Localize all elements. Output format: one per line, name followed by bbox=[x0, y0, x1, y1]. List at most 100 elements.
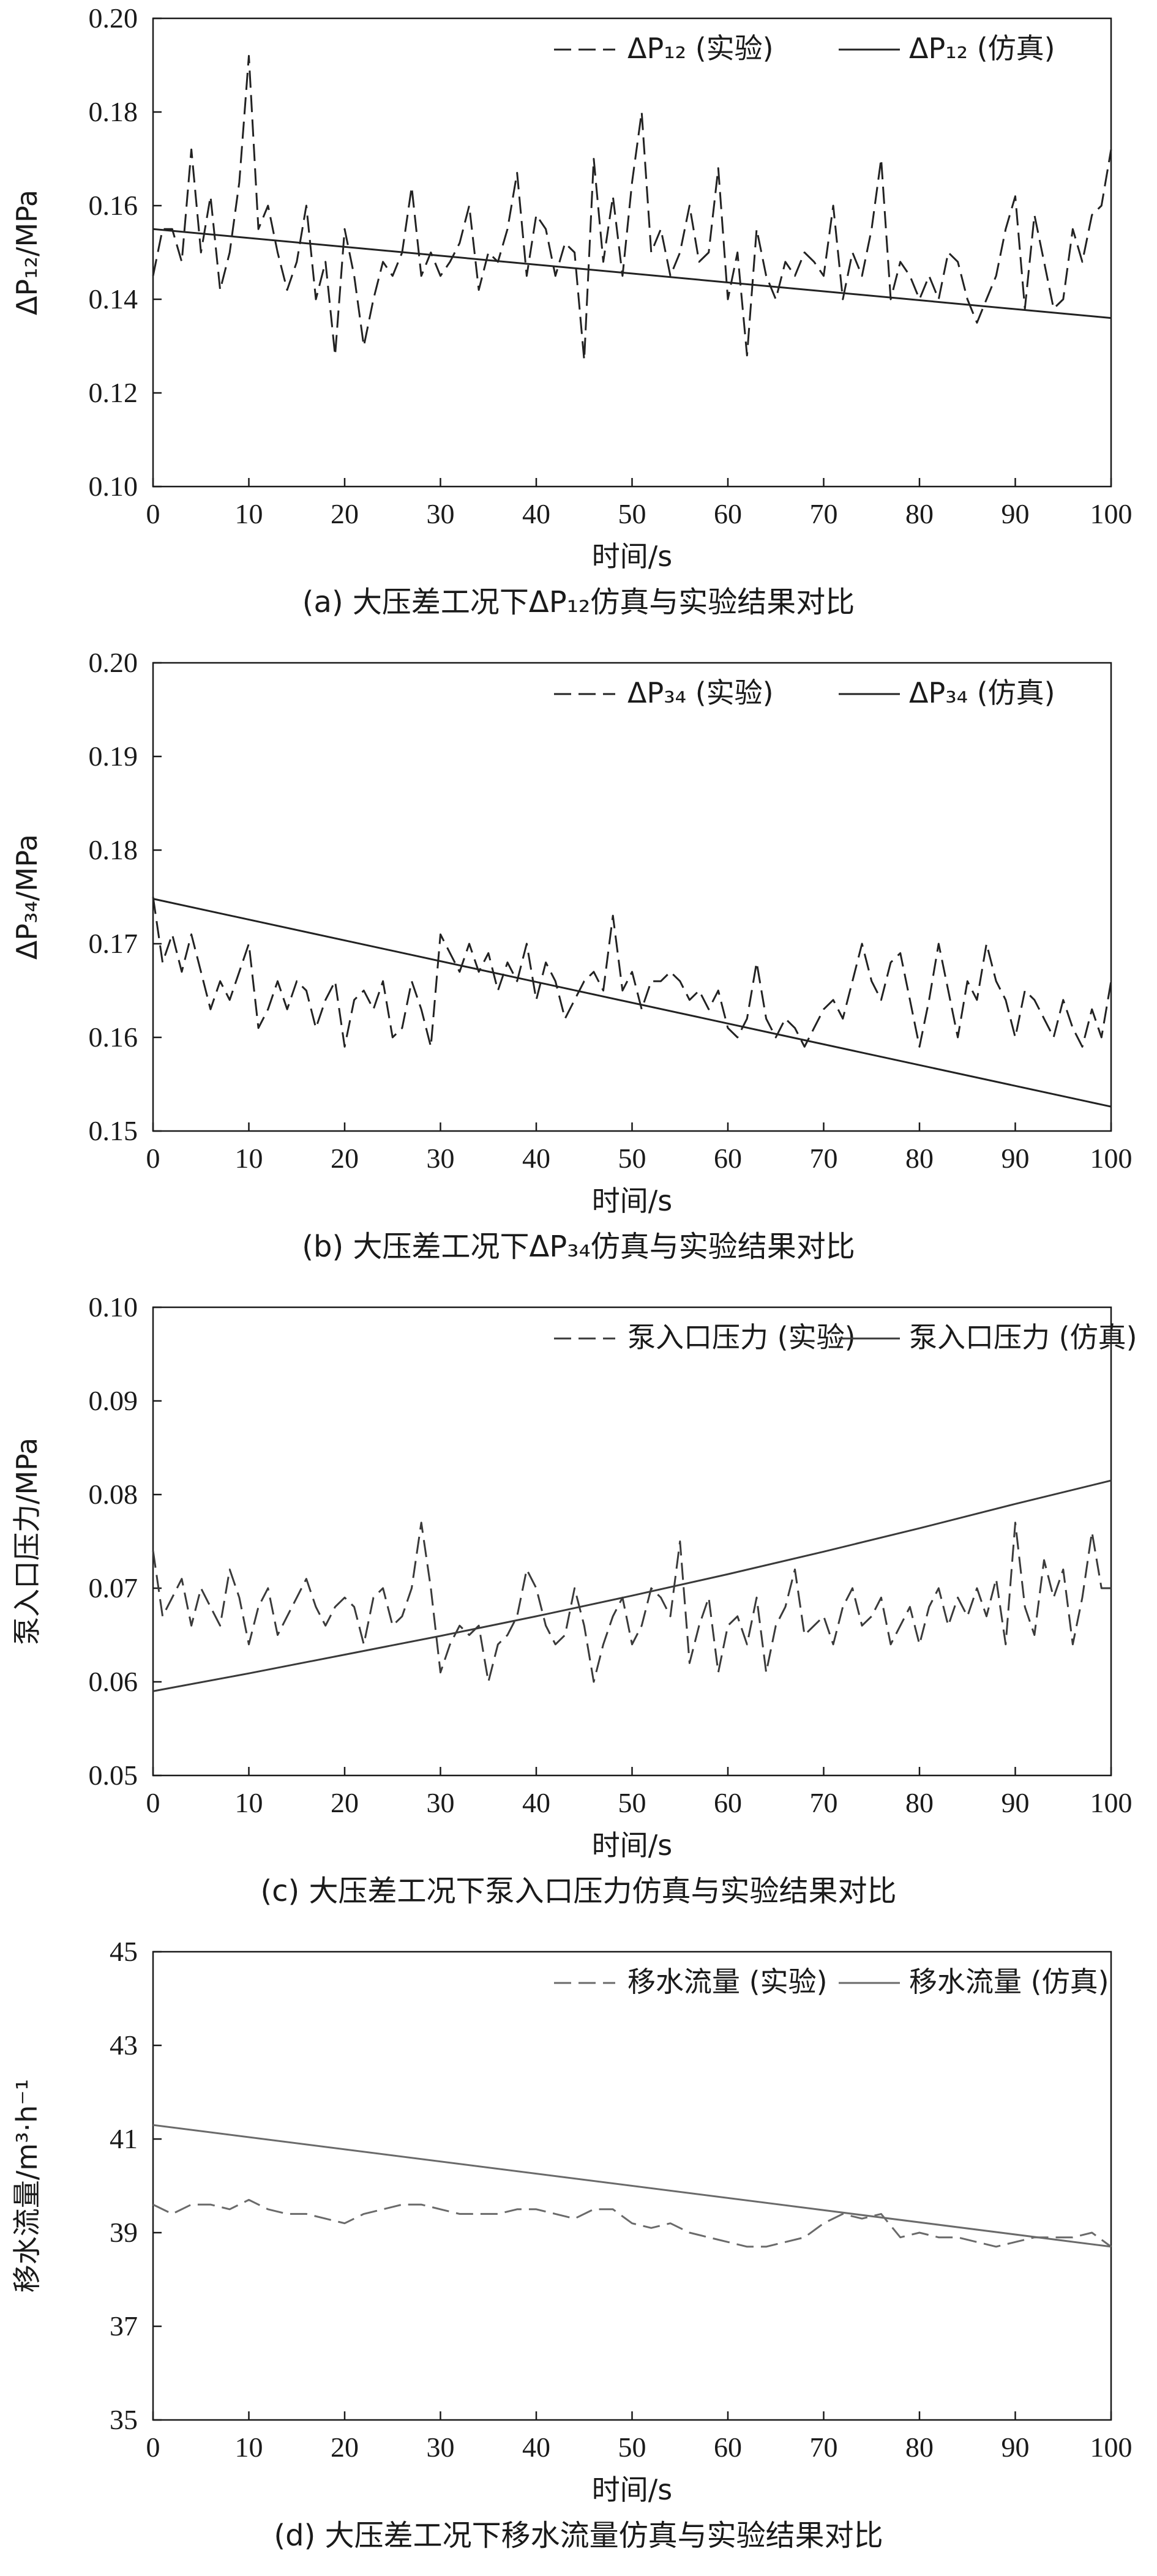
legend-label-experiment: ΔP₁₂ (实验) bbox=[627, 32, 774, 65]
x-tick-label: 90 bbox=[1002, 1787, 1030, 1818]
y-tick-label: 0.08 bbox=[89, 1479, 138, 1510]
x-axis-title: 时间/s bbox=[592, 540, 672, 573]
y-axis-title: 移水流量/m³·h⁻¹ bbox=[10, 2079, 43, 2293]
chart-caption: (c) 大压差工况下泵入口压力仿真与实验结果对比 bbox=[260, 1874, 896, 1908]
chart-d-svg: 0 10 20 30 40 50 60 70 80 90 100 35 37 39 41 43 45 时间/s 移水… bbox=[10, 1936, 1133, 2553]
x-tick-label: 100 bbox=[1090, 498, 1133, 529]
x-tick-label: 70 bbox=[810, 498, 838, 529]
chart-panel-c: 0 10 20 30 40 50 60 70 80 90 100 0.05 0.06 0.07 0.08 0.… bbox=[0, 1289, 1157, 1925]
x-tick-label: 10 bbox=[235, 2432, 263, 2463]
y-tick-label: 0.07 bbox=[89, 1572, 138, 1603]
x-tick-label: 30 bbox=[427, 498, 455, 529]
x-tick-label: 0 bbox=[146, 1787, 160, 1818]
y-tick-label: 0.18 bbox=[89, 96, 138, 127]
x-tick-label: 10 bbox=[235, 498, 263, 529]
y-tick-label: 0.18 bbox=[89, 834, 138, 865]
plot-frame bbox=[152, 17, 1112, 488]
x-tick-label: 70 bbox=[810, 1143, 838, 1174]
x-tick-label: 20 bbox=[331, 1787, 359, 1818]
y-tick-label: 0.17 bbox=[89, 928, 138, 959]
plot-frame bbox=[152, 1306, 1112, 1777]
chart-panel-d: 0 10 20 30 40 50 60 70 80 90 100 35 37 39 41 43 45 时间/s 移水… bbox=[0, 1933, 1157, 2576]
x-tick-label: 40 bbox=[522, 2432, 550, 2463]
legend-label-experiment: ΔP₃₄ (实验) bbox=[627, 676, 774, 709]
y-tick-label: 35 bbox=[110, 2404, 138, 2435]
chart-c-svg: 0 10 20 30 40 50 60 70 80 90 100 0.05 0.06 0.07 0.08 0.… bbox=[10, 1291, 1137, 1908]
y-tick-label: 43 bbox=[110, 2029, 138, 2061]
x-tick-label: 70 bbox=[810, 2432, 838, 2463]
y-axis-title: ΔP₃₄/MPa bbox=[10, 834, 43, 960]
y-tick-label: 0.12 bbox=[89, 377, 138, 408]
chart-panel-b: 0 10 20 30 40 50 60 70 80 90 100 0.15 0.16 0.17 0.18 0.… bbox=[0, 644, 1157, 1281]
x-tick-label: 90 bbox=[1002, 1143, 1030, 1174]
y-tick-label: 0.16 bbox=[89, 1021, 138, 1053]
y-tick-label: 0.10 bbox=[89, 1291, 138, 1323]
x-tick-label: 100 bbox=[1090, 1143, 1133, 1174]
x-tick-label: 100 bbox=[1090, 2432, 1133, 2463]
series-line-experiment bbox=[152, 2198, 1112, 2248]
x-tick-label: 0 bbox=[146, 1143, 160, 1174]
y-axis-title: 泵入口压力/MPa bbox=[10, 1438, 43, 1645]
x-tick-label: 60 bbox=[714, 1787, 742, 1818]
legend-label-simulation: 泵入口压力 (仿真) bbox=[909, 1321, 1137, 1354]
x-tick-label: 50 bbox=[618, 498, 646, 529]
x-tick-label: 70 bbox=[810, 1787, 838, 1818]
x-tick-label: 10 bbox=[235, 1787, 263, 1818]
y-tick-label: 45 bbox=[110, 1936, 138, 1967]
legend-label-simulation: ΔP₁₂ (仿真) bbox=[909, 32, 1055, 65]
y-tick-label: 0.15 bbox=[89, 1115, 138, 1146]
x-tick-label: 80 bbox=[905, 1143, 934, 1174]
x-tick-label: 20 bbox=[331, 2432, 359, 2463]
plot-frame bbox=[152, 662, 1112, 1132]
y-axis-title: ΔP₁₂/MPa bbox=[10, 190, 43, 315]
legend-label-simulation: ΔP₃₄ (仿真) bbox=[909, 676, 1055, 709]
chart-caption: (d) 大压差工况下移水流量仿真与实验结果对比 bbox=[274, 2518, 883, 2553]
y-tick-label: 0.20 bbox=[89, 2, 138, 34]
x-axis-title: 时间/s bbox=[592, 1829, 672, 1862]
y-tick-label: 39 bbox=[110, 2217, 138, 2248]
x-tick-label: 0 bbox=[146, 498, 160, 529]
y-tick-label: 0.20 bbox=[89, 647, 138, 678]
x-tick-label: 30 bbox=[427, 1143, 455, 1174]
x-tick-label: 40 bbox=[522, 1143, 550, 1174]
y-tick-label: 37 bbox=[110, 2310, 138, 2342]
y-tick-label: 0.05 bbox=[89, 1760, 138, 1791]
x-tick-label: 40 bbox=[522, 498, 550, 529]
x-tick-label: 90 bbox=[1002, 2432, 1030, 2463]
series-line-simulation bbox=[152, 1479, 1112, 1692]
x-tick-label: 80 bbox=[905, 1787, 934, 1818]
x-tick-label: 50 bbox=[618, 1787, 646, 1818]
x-tick-label: 80 bbox=[905, 498, 934, 529]
y-tick-label: 0.19 bbox=[89, 741, 138, 772]
series-line-experiment bbox=[152, 897, 1112, 1048]
x-tick-label: 40 bbox=[522, 1787, 550, 1818]
y-tick-label: 41 bbox=[110, 2123, 138, 2154]
x-tick-label: 80 bbox=[905, 2432, 934, 2463]
series-line-simulation bbox=[152, 228, 1112, 319]
chart-panel-a: 0 10 20 30 40 50 60 70 80 90 100 0.10 0.12 0.14 0.16 0.… bbox=[0, 0, 1157, 637]
x-tick-label: 20 bbox=[331, 1143, 359, 1174]
x-tick-label: 60 bbox=[714, 2432, 742, 2463]
y-tick-label: 0.09 bbox=[89, 1385, 138, 1416]
x-tick-label: 10 bbox=[235, 1143, 263, 1174]
x-tick-label: 0 bbox=[146, 2432, 160, 2463]
x-axis-title: 时间/s bbox=[592, 1184, 672, 1217]
chart-a-svg: 0 10 20 30 40 50 60 70 80 90 100 0.10 0.12 0.14 0.16 0.… bbox=[10, 2, 1133, 619]
chart-b-svg: 0 10 20 30 40 50 60 70 80 90 100 0.15 0.16 0.17 0.18 0.… bbox=[10, 647, 1133, 1264]
y-tick-label: 0.10 bbox=[89, 471, 138, 502]
x-tick-label: 50 bbox=[618, 1143, 646, 1174]
x-tick-label: 60 bbox=[714, 498, 742, 529]
y-tick-label: 0.16 bbox=[89, 190, 138, 221]
series-line-experiment bbox=[152, 1521, 1111, 1683]
x-tick-label: 60 bbox=[714, 1143, 742, 1174]
chart-caption: (b) 大压差工况下ΔP₃₄仿真与实验结果对比 bbox=[302, 1230, 855, 1264]
series-line-experiment bbox=[152, 54, 1112, 361]
y-tick-label: 0.06 bbox=[89, 1666, 138, 1697]
x-tick-label: 30 bbox=[427, 2432, 455, 2463]
legend-label-experiment: 泵入口压力 (实验) bbox=[627, 1321, 856, 1354]
x-tick-label: 20 bbox=[331, 498, 359, 529]
legend-label-simulation: 移水流量 (仿真) bbox=[909, 1965, 1109, 1998]
legend-label-experiment: 移水流量 (实验) bbox=[627, 1965, 828, 1998]
chart-caption: (a) 大压差工况下ΔP₁₂仿真与实验结果对比 bbox=[302, 585, 855, 619]
series-line-simulation bbox=[152, 2124, 1112, 2248]
